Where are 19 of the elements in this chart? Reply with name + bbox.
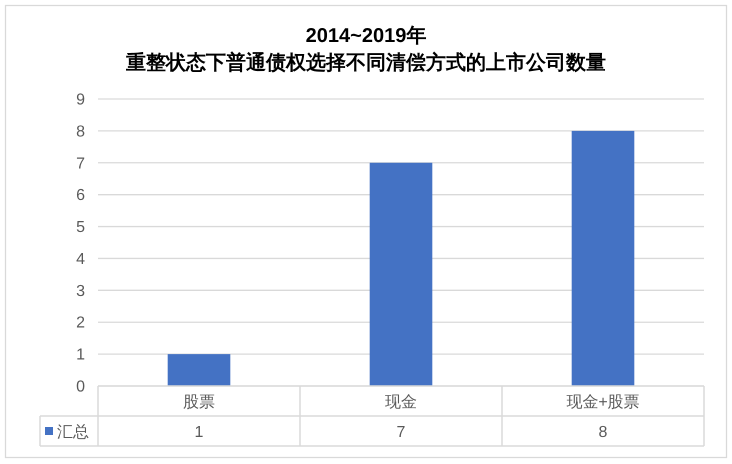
x-tick-label: 现金 [385, 394, 417, 411]
y-tick-label: 3 [76, 282, 85, 300]
y-tick-label: 0 [76, 378, 85, 396]
y-tick-label: 4 [76, 250, 85, 268]
title: 2014~2019年 [306, 25, 426, 47]
y-tick-label: 6 [76, 187, 85, 204]
y-tick-label: 8 [76, 123, 85, 140]
x-tick-label: 股票 [183, 394, 215, 411]
data-label: 7 [396, 424, 406, 441]
y-tick-label: 9 [76, 92, 85, 108]
y-tick-label: 1 [76, 346, 85, 364]
y-tick-label: 7 [76, 155, 85, 172]
y-tick-label: 2 [76, 314, 85, 332]
subtitle: 重整状态下普通债权选择不同清偿方式的上市公司数量 [126, 52, 606, 74]
y-tick-label: 5 [76, 219, 85, 236]
x-tick-label: 现金+股票 [566, 394, 640, 411]
legend-label: 汇总 [57, 424, 89, 441]
data-label: 1 [194, 424, 204, 441]
data-label: 8 [598, 424, 608, 441]
